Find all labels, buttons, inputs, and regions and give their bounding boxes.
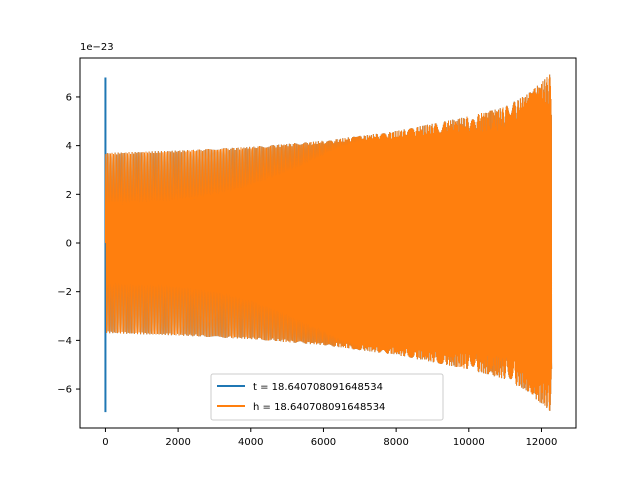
x-tick-label: 12000 <box>526 437 558 448</box>
y-tick-label: 0 <box>66 239 72 250</box>
legend-label-t: t = 18.640708091648534 <box>253 382 383 393</box>
x-tick-label: 2000 <box>165 437 190 448</box>
x-tick-label: 4000 <box>238 437 263 448</box>
legend-label-h: h = 18.640708091648534 <box>253 402 385 413</box>
y-tick-label: 6 <box>66 92 72 103</box>
y-tick-label: −4 <box>57 336 72 347</box>
y-tick-label: 4 <box>66 141 72 152</box>
y-tick-label: −2 <box>57 287 72 298</box>
y-offset-text: 1e−23 <box>80 42 114 53</box>
y-tick-label: −6 <box>57 385 72 396</box>
y-axis: −6 −4 −2 0 2 4 6 <box>57 92 80 396</box>
x-tick-label: 6000 <box>311 437 336 448</box>
x-tick-label: 0 <box>102 437 108 448</box>
x-tick-label: 8000 <box>383 437 408 448</box>
legend: t = 18.640708091648534 h = 18.6407080916… <box>210 373 444 421</box>
x-axis: 0 2000 4000 6000 8000 10000 12000 <box>102 428 557 448</box>
series-line-h <box>104 74 553 411</box>
legend-box <box>210 373 444 421</box>
x-tick-label: 10000 <box>453 437 485 448</box>
y-tick-label: 2 <box>66 190 72 201</box>
plot-area <box>104 74 553 413</box>
